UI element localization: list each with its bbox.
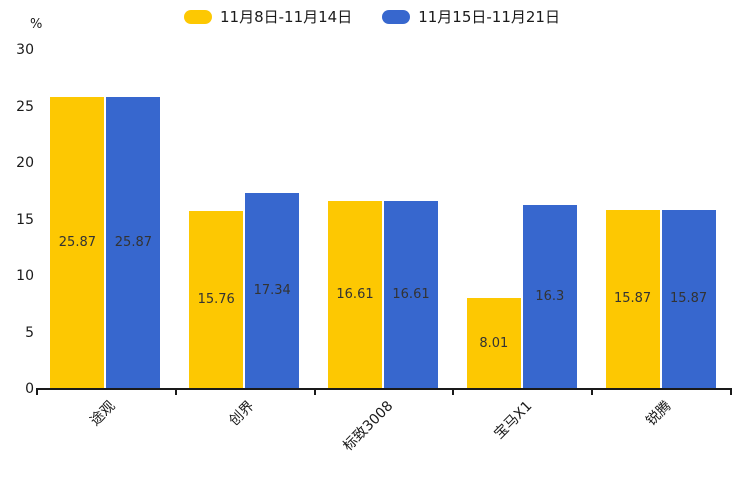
bar-series1-宝马X1 — [522, 204, 577, 389]
y-tick-label: 10 — [16, 268, 34, 284]
legend-label: 11月8日-11月14日 — [220, 8, 353, 26]
y-tick-label: 25 — [16, 98, 34, 115]
y-tick-label: 0 — [25, 381, 34, 397]
x-category-label-标致3008: 标致3008 — [340, 398, 397, 455]
bar-series0-创界 — [189, 210, 244, 389]
x-axis-tick — [313, 390, 316, 395]
bar-value-label: 15.87 — [613, 291, 652, 307]
x-category-label-创界: 创界 — [226, 398, 258, 430]
legend-item-1: 11月15日-11月21日 — [382, 6, 560, 27]
bar-value-label: 16.3 — [535, 288, 565, 304]
bar-series0-途观 — [50, 96, 105, 389]
x-category-label-锐腾: 锐腾 — [642, 398, 675, 430]
bar-value-label: 16.61 — [392, 287, 430, 303]
legend-label: 11月15日-11月21日 — [418, 8, 560, 26]
bar-value-label: 15.76 — [197, 291, 235, 307]
x-axis-tick — [591, 390, 594, 395]
legend: 11月8日-11月14日 11月15日-11月21日 — [0, 6, 744, 27]
x-category-label-宝马X1: 宝马X1 — [491, 398, 536, 443]
bar-series0-标致3008 — [328, 201, 382, 389]
bar-series1-途观 — [106, 96, 161, 389]
y-tick-label: 20 — [16, 155, 34, 171]
bar-value-label: 25.87 — [114, 234, 152, 250]
bar-value-label: 16.61 — [336, 287, 374, 303]
x-axis-tick — [36, 390, 38, 395]
legend-swatch-icon — [184, 9, 212, 24]
x-category-label-途观: 途观 — [87, 398, 119, 430]
bar-series0-锐腾 — [605, 209, 660, 389]
y-axis-unit-label: % — [30, 17, 43, 32]
legend-swatch-icon — [382, 9, 411, 24]
bar-series1-锐腾 — [661, 209, 716, 389]
y-tick-label: 30 — [16, 42, 34, 58]
x-axis-tick — [730, 390, 732, 395]
bar-value-label: 15.87 — [669, 291, 708, 307]
bar-value-label: 25.87 — [58, 234, 96, 250]
y-tick-label: 15 — [16, 211, 34, 228]
bar-value-label: 17.34 — [253, 283, 291, 299]
bar-value-label: 8.01 — [479, 335, 509, 351]
legend-item-0: 11月8日-11月14日 — [184, 6, 352, 27]
bar-series1-标致3008 — [384, 201, 438, 389]
y-tick-label: 5 — [25, 324, 34, 341]
bar-series0-宝马X1 — [466, 298, 521, 389]
x-axis-tick — [452, 390, 455, 395]
bar-series1-创界 — [245, 193, 300, 389]
x-axis-line — [36, 388, 732, 390]
x-axis-tick — [174, 390, 177, 395]
